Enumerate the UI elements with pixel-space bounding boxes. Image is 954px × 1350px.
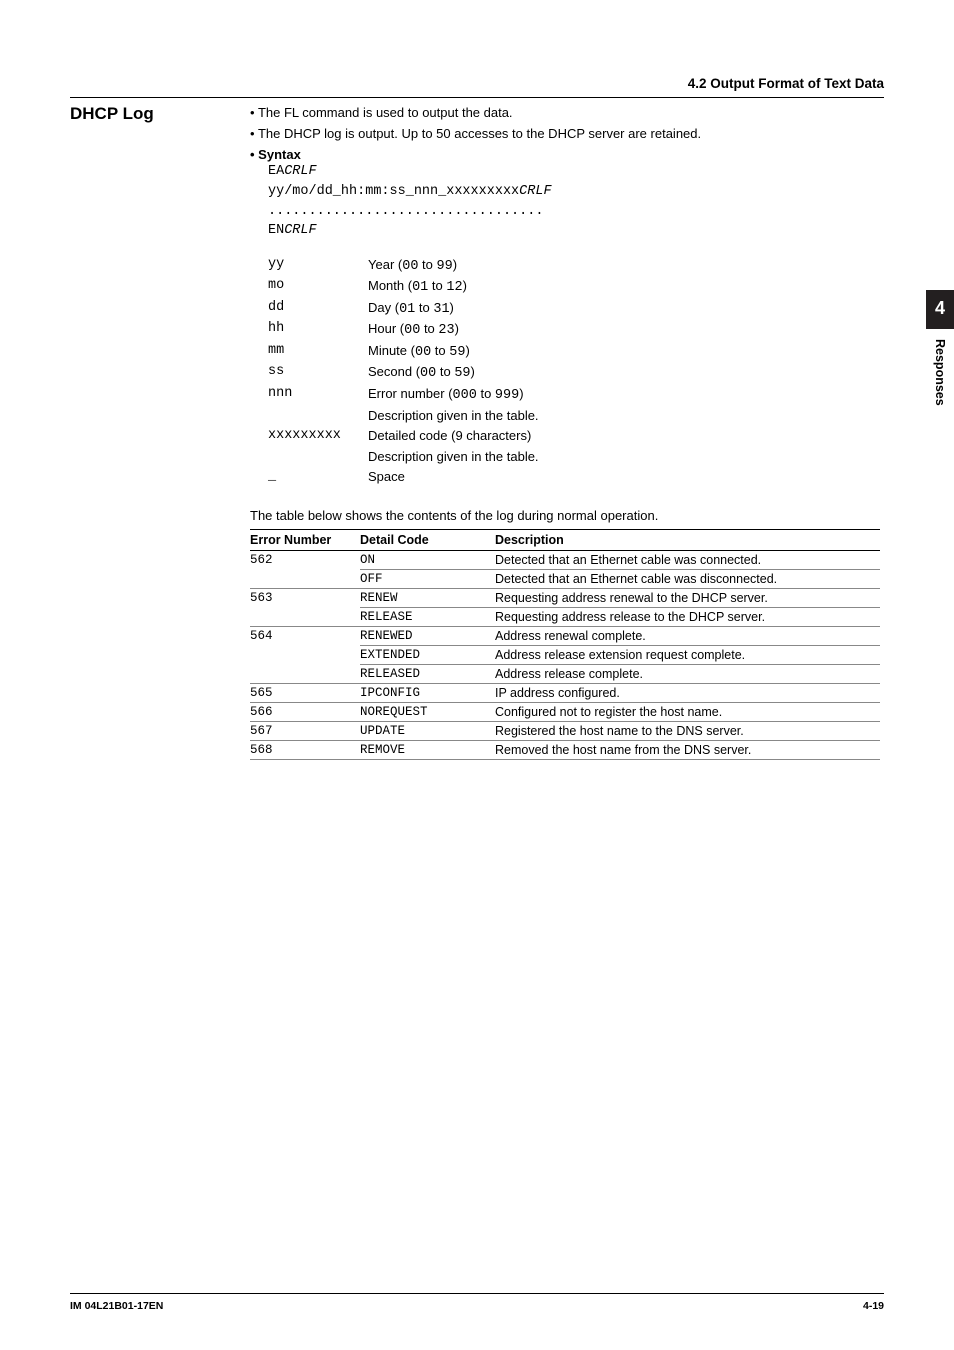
- field-row: xxxxxxxxxDetailed code (9 characters): [268, 426, 884, 447]
- intro-bullet: The FL command is used to output the dat…: [250, 104, 884, 122]
- field-row: hhHour (00 to 23): [268, 319, 884, 341]
- table-row: RELEASERequesting address release to the…: [250, 607, 880, 626]
- cell-description: Address release extension request comple…: [495, 645, 880, 664]
- cell-detail-code: RELEASED: [360, 664, 495, 683]
- field-value: Space: [368, 467, 405, 488]
- cell-detail-code: RELEASE: [360, 607, 495, 626]
- cell-detail-code: RENEWED: [360, 626, 495, 645]
- cell-error-number: [250, 607, 360, 626]
- cell-description: IP address configured.: [495, 683, 880, 702]
- field-row: _Space: [268, 467, 884, 488]
- field-value: Error number (000 to 999): [368, 384, 524, 406]
- cell-error-number: 566: [250, 702, 360, 721]
- field-value: Description given in the table.: [368, 447, 539, 467]
- cell-detail-code: EXTENDED: [360, 645, 495, 664]
- field-row: Description given in the table.: [268, 406, 884, 426]
- field-row: nnnError number (000 to 999): [268, 384, 884, 406]
- cell-description: Removed the host name from the DNS serve…: [495, 740, 880, 759]
- cell-detail-code: RENEW: [360, 588, 495, 607]
- content-block: The FL command is used to output the dat…: [250, 104, 884, 760]
- table-row: 563RENEWRequesting address renewal to th…: [250, 588, 880, 607]
- field-value: Hour (00 to 23): [368, 319, 459, 341]
- intro-bullet-list: The FL command is used to output the dat…: [250, 104, 884, 143]
- field-value: Detailed code (9 characters): [368, 426, 531, 447]
- field-definitions: yyYear (00 to 99)moMonth (01 to 12)ddDay…: [268, 255, 884, 488]
- field-value: Minute (00 to 59): [368, 341, 470, 363]
- cell-error-number: [250, 664, 360, 683]
- field-key: mo: [268, 276, 368, 298]
- field-key: yy: [268, 255, 368, 277]
- footer-left: IM 04L21B01-17EN: [70, 1300, 163, 1312]
- cell-description: Address release complete.: [495, 664, 880, 683]
- table-row: 562ONDetected that an Ethernet cable was…: [250, 550, 880, 569]
- cell-error-number: [250, 645, 360, 664]
- table-row: 567UPDATERegistered the host name to the…: [250, 721, 880, 740]
- cell-error-number: 564: [250, 626, 360, 645]
- table-row: OFFDetected that an Ethernet cable was d…: [250, 569, 880, 588]
- field-value: Month (01 to 12): [368, 276, 467, 298]
- cell-detail-code: NOREQUEST: [360, 702, 495, 721]
- field-key: [268, 447, 368, 467]
- table-row: 564RENEWEDAddress renewal complete.: [250, 626, 880, 645]
- field-value: Year (00 to 99): [368, 255, 457, 277]
- cell-detail-code: OFF: [360, 569, 495, 588]
- field-row: ssSecond (00 to 59): [268, 362, 884, 384]
- chapter-number-tab: 4: [926, 290, 954, 329]
- cell-description: Requesting address release to the DHCP s…: [495, 607, 880, 626]
- th-description: Description: [495, 529, 880, 550]
- cell-detail-code: UPDATE: [360, 721, 495, 740]
- field-row: mmMinute (00 to 59): [268, 341, 884, 363]
- cell-error-number: 562: [250, 550, 360, 569]
- th-detail-code: Detail Code: [360, 529, 495, 550]
- cell-detail-code: REMOVE: [360, 740, 495, 759]
- field-row: Description given in the table.: [268, 447, 884, 467]
- header-section-ref: 4.2 Output Format of Text Data: [70, 76, 884, 91]
- cell-error-number: 567: [250, 721, 360, 740]
- cell-description: Detected that an Ethernet cable was conn…: [495, 550, 880, 569]
- cell-detail-code: IPCONFIG: [360, 683, 495, 702]
- cell-description: Configured not to register the host name…: [495, 702, 880, 721]
- field-key: _: [268, 467, 368, 488]
- page-footer: IM 04L21B01-17EN 4-19: [70, 1293, 884, 1312]
- table-row: EXTENDEDAddress release extension reques…: [250, 645, 880, 664]
- intro-bullet: The DHCP log is output. Up to 50 accesse…: [250, 125, 884, 143]
- chapter-label-tab: Responses: [933, 329, 947, 406]
- field-value: Description given in the table.: [368, 406, 539, 426]
- field-row: ddDay (01 to 31): [268, 298, 884, 320]
- field-row: moMonth (01 to 12): [268, 276, 884, 298]
- field-value: Second (00 to 59): [368, 362, 475, 384]
- side-tab: 4 Responses: [926, 290, 954, 406]
- field-key: nnn: [268, 384, 368, 406]
- table-intro: The table below shows the contents of th…: [250, 508, 884, 523]
- cell-description: Detected that an Ethernet cable was disc…: [495, 569, 880, 588]
- table-row: 568REMOVERemoved the host name from the …: [250, 740, 880, 759]
- field-key: dd: [268, 298, 368, 320]
- th-error-number: Error Number: [250, 529, 360, 550]
- cell-description: Requesting address renewal to the DHCP s…: [495, 588, 880, 607]
- field-key: hh: [268, 319, 368, 341]
- table-row: 566NOREQUESTConfigured not to register t…: [250, 702, 880, 721]
- log-table: Error Number Detail Code Description 562…: [250, 529, 880, 760]
- cell-description: Registered the host name to the DNS serv…: [495, 721, 880, 740]
- field-row: yyYear (00 to 99): [268, 255, 884, 277]
- cell-error-number: 565: [250, 683, 360, 702]
- field-key: [268, 406, 368, 426]
- cell-error-number: 568: [250, 740, 360, 759]
- cell-error-number: [250, 569, 360, 588]
- cell-detail-code: ON: [360, 550, 495, 569]
- footer-right: 4-19: [863, 1300, 884, 1312]
- cell-description: Address renewal complete.: [495, 626, 880, 645]
- field-key: xxxxxxxxx: [268, 426, 368, 447]
- table-row: 565IPCONFIGIP address configured.: [250, 683, 880, 702]
- header-rule: [70, 97, 884, 98]
- cell-error-number: 563: [250, 588, 360, 607]
- syntax-heading: Syntax: [250, 147, 884, 162]
- field-key: ss: [268, 362, 368, 384]
- table-row: RELEASEDAddress release complete.: [250, 664, 880, 683]
- field-key: mm: [268, 341, 368, 363]
- syntax-block: EACRLF yy/mo/dd_hh:mm:ss_nnn_xxxxxxxxxCR…: [268, 162, 884, 240]
- field-value: Day (01 to 31): [368, 298, 454, 320]
